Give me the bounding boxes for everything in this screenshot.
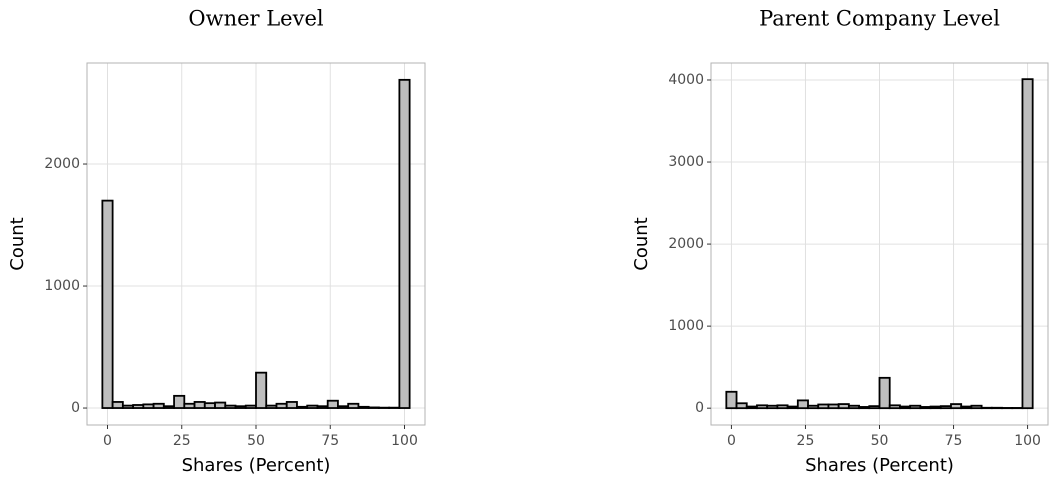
bar bbox=[265, 404, 278, 409]
bar bbox=[745, 405, 758, 410]
bar bbox=[1021, 78, 1034, 410]
bar bbox=[142, 403, 155, 409]
bar bbox=[132, 404, 145, 409]
bar bbox=[960, 405, 973, 410]
bar bbox=[796, 399, 809, 410]
bar bbox=[326, 399, 339, 409]
bar bbox=[776, 404, 789, 410]
bar bbox=[919, 406, 932, 410]
bar bbox=[214, 401, 227, 409]
x-tick-label: 0 bbox=[727, 433, 736, 449]
x-tick-label: 75 bbox=[945, 433, 963, 449]
y-tick-label: 2000 bbox=[44, 156, 80, 172]
bar bbox=[121, 404, 134, 409]
y-tick-label: 4000 bbox=[668, 72, 704, 88]
bar bbox=[970, 404, 983, 410]
y-tick-label: 0 bbox=[695, 400, 704, 416]
bar bbox=[735, 402, 748, 410]
x-tick-label: 50 bbox=[247, 433, 265, 449]
bar bbox=[285, 401, 298, 409]
bar bbox=[786, 405, 799, 410]
bar bbox=[807, 404, 820, 410]
bar bbox=[858, 406, 871, 410]
bar bbox=[101, 199, 114, 409]
y-tick-label: 1000 bbox=[44, 278, 80, 294]
bar bbox=[766, 404, 779, 410]
bar bbox=[347, 402, 360, 409]
bar bbox=[337, 405, 350, 409]
bar bbox=[296, 405, 309, 409]
bar bbox=[111, 401, 124, 409]
y-tick-label: 3000 bbox=[668, 154, 704, 170]
bar bbox=[909, 404, 922, 410]
bar bbox=[756, 404, 769, 410]
x-axis-label: Shares (Percent) bbox=[182, 455, 331, 476]
bar bbox=[152, 402, 165, 409]
bar bbox=[847, 404, 860, 410]
x-tick-label: 25 bbox=[173, 433, 191, 449]
bar bbox=[316, 405, 329, 409]
bar bbox=[367, 406, 380, 409]
bar bbox=[162, 405, 175, 409]
bar bbox=[888, 404, 901, 410]
x-tick-label: 50 bbox=[871, 433, 889, 449]
bar bbox=[234, 405, 247, 409]
y-tick-label: 1000 bbox=[668, 318, 704, 334]
bar bbox=[255, 371, 268, 409]
bar bbox=[950, 403, 963, 410]
bar bbox=[183, 402, 196, 409]
y-tick-label: 0 bbox=[71, 400, 80, 416]
bar bbox=[193, 401, 206, 409]
y-axis-label: Count bbox=[7, 217, 28, 270]
bar bbox=[224, 404, 237, 409]
bar bbox=[878, 376, 891, 410]
y-axis-label: Count bbox=[631, 217, 652, 270]
bar bbox=[827, 403, 840, 410]
bar bbox=[929, 405, 942, 410]
x-tick-label: 25 bbox=[797, 433, 815, 449]
bar bbox=[725, 390, 738, 410]
bar bbox=[939, 405, 952, 410]
bar bbox=[817, 403, 830, 410]
x-tick-label: 75 bbox=[321, 433, 339, 449]
bar bbox=[306, 404, 319, 409]
x-axis-label: Shares (Percent) bbox=[805, 455, 954, 476]
bar bbox=[398, 78, 411, 409]
x-tick-label: 100 bbox=[1014, 433, 1041, 449]
chart-title: Parent Company Level bbox=[759, 7, 1000, 31]
chart-title: Owner Level bbox=[188, 7, 324, 31]
bar bbox=[203, 402, 216, 409]
bar bbox=[173, 394, 186, 409]
bar bbox=[868, 405, 881, 410]
bar bbox=[899, 405, 912, 410]
x-tick-label: 0 bbox=[103, 433, 112, 449]
bar bbox=[357, 405, 370, 409]
x-tick-label: 100 bbox=[391, 433, 418, 449]
y-tick-label: 2000 bbox=[668, 236, 704, 252]
bar bbox=[837, 403, 850, 410]
bar bbox=[275, 402, 288, 409]
bar bbox=[244, 404, 257, 409]
